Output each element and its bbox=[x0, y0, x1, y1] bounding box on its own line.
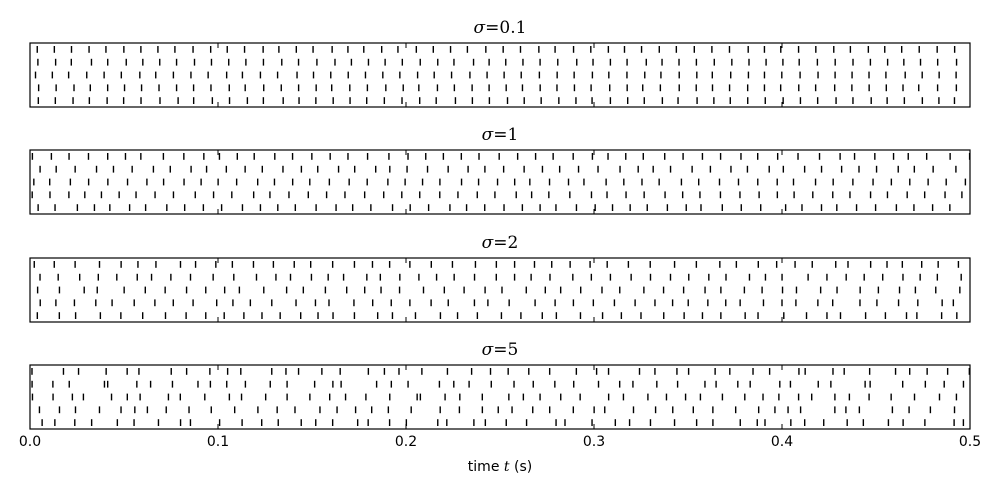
raster-panel: σ=0.1 bbox=[29, 18, 971, 108]
panel-frame bbox=[29, 149, 971, 215]
panel-title-value: =5 bbox=[493, 340, 518, 360]
raster-panel: σ=5 bbox=[29, 340, 971, 430]
x-tick-label: 0.5 bbox=[959, 434, 981, 450]
x-tick-label: 0.3 bbox=[583, 434, 605, 450]
panel-title: σ=2 bbox=[482, 233, 519, 253]
x-axis-label-var: t bbox=[504, 459, 510, 475]
panel-frame bbox=[29, 42, 971, 108]
x-tick-label: 0.4 bbox=[771, 434, 793, 450]
panel-title-symbol: σ bbox=[482, 233, 494, 253]
x-tick-label: 0.0 bbox=[19, 434, 41, 450]
panel-title-value: =1 bbox=[493, 125, 518, 145]
panel-title: σ=0.1 bbox=[474, 18, 527, 38]
x-tick-label: 0.1 bbox=[207, 434, 229, 450]
x-axis: 0.0 0.1 0.2 0.3 0.4 0.5 bbox=[19, 434, 981, 450]
panel-title-value: =2 bbox=[493, 233, 518, 253]
x-tick-label: 0.2 bbox=[395, 434, 417, 450]
panel-title: σ=1 bbox=[482, 125, 519, 145]
x-axis-label: time t (s) bbox=[468, 459, 532, 475]
panel-title-symbol: σ bbox=[482, 125, 494, 145]
panel-frame bbox=[29, 257, 971, 323]
panel-title-symbol: σ bbox=[482, 340, 494, 360]
x-axis-label-suffix: (s) bbox=[510, 459, 533, 475]
raster-panel: σ=2 bbox=[29, 233, 971, 323]
panels-group: σ=0.1σ=1σ=2σ=5 bbox=[29, 18, 971, 430]
x-axis-label-prefix: time bbox=[468, 459, 504, 475]
panel-title: σ=5 bbox=[482, 340, 519, 360]
raster-panel: σ=1 bbox=[29, 125, 971, 215]
panel-title-symbol: σ bbox=[474, 18, 486, 38]
panel-title-value: =0.1 bbox=[485, 18, 526, 38]
panel-frame bbox=[29, 364, 971, 430]
